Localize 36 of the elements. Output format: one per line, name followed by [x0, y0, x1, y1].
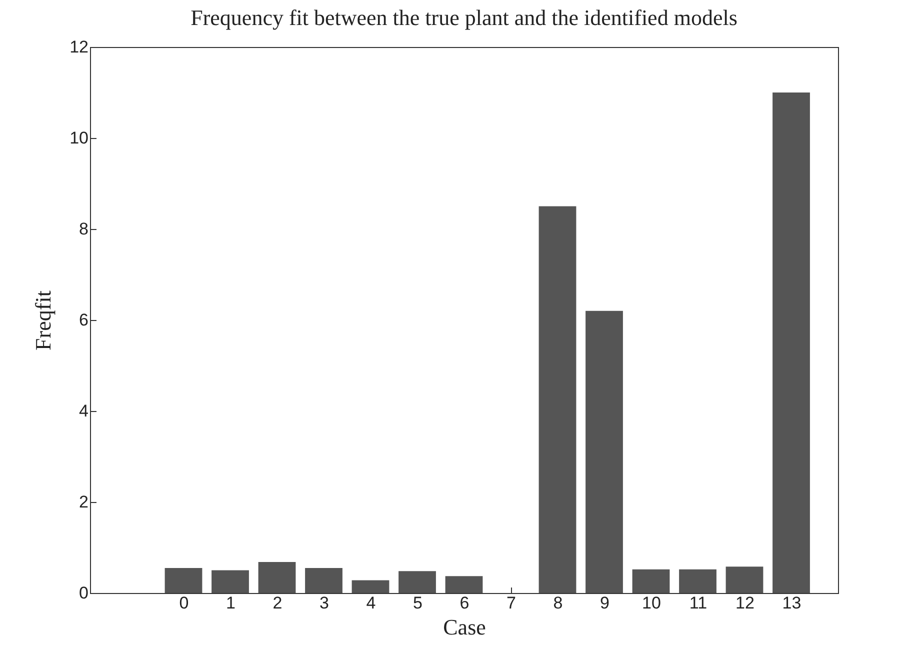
y-tick-label: 10	[70, 128, 88, 148]
x-tick-label: 6	[460, 594, 470, 612]
y-tick-label: 8	[79, 220, 88, 238]
x-tick-label: 11	[689, 594, 708, 612]
bar	[632, 569, 670, 593]
y-tick-label: 2	[79, 492, 88, 512]
bar	[398, 571, 436, 593]
x-tick-label: 8	[553, 594, 563, 612]
chart-title: Frequency fit between the true plant and the identified models	[190, 5, 738, 30]
x-tick-label: 4	[366, 594, 376, 612]
x-tick-label: 5	[413, 594, 422, 612]
x-tick-label: 3	[320, 594, 329, 612]
y-tick-label: 12	[70, 38, 88, 56]
bar	[164, 568, 202, 593]
x-tick-label: 2	[272, 594, 282, 612]
y-tick-label: 6	[79, 310, 88, 330]
x-tick-label: 0	[179, 594, 189, 612]
x-tick-label: 7	[506, 594, 516, 612]
bar	[305, 568, 342, 593]
x-axis-title: Case	[443, 614, 486, 640]
bar	[212, 570, 249, 593]
y-axis-title: Freqfit	[30, 290, 56, 350]
bar	[538, 206, 576, 593]
x-tick-label: 9	[600, 594, 610, 612]
bar	[726, 566, 764, 593]
bar	[679, 569, 716, 593]
bar	[772, 92, 810, 593]
bar	[586, 310, 623, 593]
x-tick-label: 10	[642, 594, 661, 612]
x-tick-label: 12	[736, 594, 754, 612]
y-tick-label: 4	[79, 402, 88, 420]
bar	[258, 562, 296, 593]
x-tick-label: 13	[782, 594, 802, 612]
bar	[445, 576, 483, 593]
bar	[352, 580, 390, 593]
x-tick-label: 1	[226, 594, 236, 612]
